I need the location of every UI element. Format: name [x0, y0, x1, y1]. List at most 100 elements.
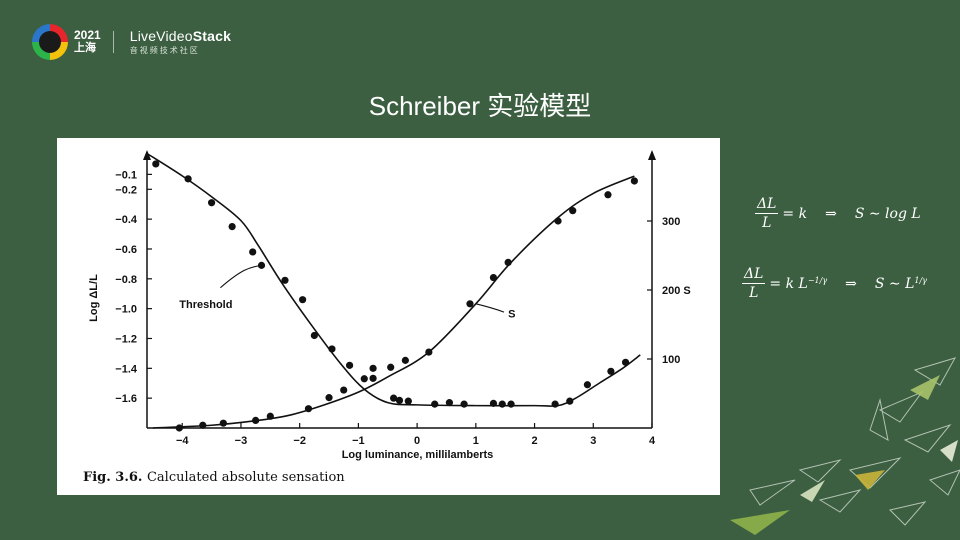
threshold-annotation-label: Threshold — [179, 299, 232, 311]
series-threshold-curve — [146, 152, 641, 407]
y-axis-left-label: Log ΔL/L — [88, 274, 100, 322]
caption-figure-number: Fig. 3.6. — [83, 470, 147, 485]
y-left-tick-label: −1.0 — [115, 304, 137, 316]
y-right-tick-label: 300 — [662, 216, 680, 228]
series-s-point — [369, 374, 377, 382]
series-s-point — [630, 177, 638, 185]
x-tick-label: 4 — [649, 435, 656, 447]
formula-power-rhs: = k L — [769, 275, 808, 292]
y-left-tick-label: −0.6 — [115, 244, 137, 256]
series-s-point — [252, 416, 260, 425]
x-tick-label: −4 — [176, 435, 189, 447]
series-s-point — [604, 191, 612, 199]
y-left-tick-label: −1.6 — [115, 393, 137, 405]
y-left-tick-label: −0.8 — [115, 274, 137, 286]
y-right-tick-label: 100 — [662, 354, 680, 366]
series-threshold-point — [360, 375, 368, 383]
x-tick-label: 3 — [590, 435, 596, 447]
s-annotation-label: S — [508, 308, 515, 320]
y-right-tick-label: 200 S — [662, 285, 691, 297]
threshold-annotation-leader — [220, 264, 262, 289]
decorative-triangles — [730, 357, 960, 535]
x-tick-label: 0 — [414, 435, 420, 447]
figure-caption: Fig. 3.6. Calculated absolute sensation — [83, 470, 345, 485]
series-s-point — [266, 412, 274, 420]
series-threshold-point — [184, 175, 192, 183]
formula-power: ΔL L = k L −1/γ ⇒ S ∼ L 1/γ — [742, 266, 927, 301]
conference-year: 2021 — [74, 28, 101, 42]
series-threshold-point — [345, 361, 354, 369]
series-s-point — [304, 405, 313, 413]
series-s-point — [387, 363, 395, 371]
slide-title: Schreiber 实验模型 — [368, 91, 592, 121]
x-tick-label: −2 — [293, 435, 306, 447]
conference-label: 2021 上海 — [74, 29, 101, 55]
y-left-tick-label: −0.1 — [115, 169, 137, 181]
series-threshold-point — [498, 400, 506, 408]
chart: −4 −3 −2 −1 0 1 2 3 4 −0.1 −0.2 −0.4 −0.6 −0.8 −1.0 −1.… — [83, 150, 691, 485]
x-tick-label: 2 — [531, 435, 537, 447]
formula-power-result: S ∼ L — [874, 275, 915, 292]
series-threshold-point — [228, 222, 236, 231]
series-threshold-point — [445, 399, 454, 407]
series-s-point — [489, 273, 498, 282]
series-threshold-point — [281, 276, 289, 284]
series-s-point — [425, 348, 433, 356]
series-threshold-point — [310, 331, 318, 340]
x-tick-label: −1 — [352, 435, 365, 447]
formula-power-fraction: ΔL L — [742, 266, 766, 301]
figure: −4 −3 −2 −1 0 1 2 3 4 −0.1 −0.2 −0.4 −0.6 −0.8 −1.0 −1.… — [57, 138, 720, 495]
series-threshold-point — [404, 397, 412, 405]
conference-logo — [32, 24, 68, 60]
series-threshold-point — [460, 400, 468, 408]
formula-power-denominator: L — [749, 285, 759, 301]
series-threshold-point — [152, 160, 160, 168]
series-threshold-point — [621, 358, 630, 366]
formula-log-denominator: L — [762, 215, 772, 231]
series-s-point — [340, 386, 348, 394]
header-divider — [112, 31, 114, 53]
series-threshold-point — [395, 396, 404, 404]
series-threshold-point — [257, 261, 266, 269]
series-threshold-point — [583, 381, 592, 389]
formula-log-fraction: ΔL L — [755, 196, 779, 231]
formula-log-implies: ⇒ — [825, 205, 837, 222]
brand-logo: LiveVideoStack 音视频技术社区 — [130, 28, 231, 56]
series-threshold-point — [607, 367, 615, 375]
caption-text: Calculated absolute sensation — [147, 470, 345, 485]
y-axis-right-arrow — [648, 150, 656, 160]
series-threshold-point — [507, 400, 515, 408]
series-s-point — [199, 421, 207, 429]
series-threshold-point — [566, 397, 574, 405]
series-s-point — [554, 217, 562, 225]
series-s-point — [325, 394, 333, 402]
y-left-tick-label: −1.2 — [115, 333, 137, 345]
formula-log-result: S ∼ log L — [854, 205, 921, 222]
y-axis-left-arrow — [143, 150, 151, 160]
x-axis-label: Log luminance, millilamberts — [342, 449, 494, 461]
series-s-point — [466, 300, 474, 308]
series-threshold-point — [489, 399, 498, 407]
formula-power-result-exponent: 1/γ — [914, 276, 927, 285]
formula-log-numerator: ΔL — [755, 196, 779, 214]
y-left-tick-label: −0.2 — [115, 184, 137, 196]
formula-power-numerator: ΔL — [742, 266, 766, 284]
conference-city: 上海 — [74, 42, 96, 54]
header: 2021 上海 LiveVideoStack 音视频技术社区 — [32, 24, 231, 60]
series-threshold-point — [390, 394, 398, 402]
series-threshold-point — [207, 199, 216, 207]
series-s-point — [569, 207, 577, 215]
series-s-point — [219, 419, 227, 427]
series-threshold-point — [551, 400, 559, 408]
series-threshold-point — [328, 345, 336, 353]
series-s-point — [401, 356, 409, 364]
series-threshold-point — [249, 248, 257, 256]
brand-name-post: Stack — [192, 28, 232, 44]
brand-name-pre: LiveVideo — [129, 28, 193, 44]
y-left-tick-label: −0.4 — [115, 214, 138, 226]
x-tick-label: 1 — [473, 435, 479, 447]
series-threshold-point — [431, 400, 439, 408]
formula-log: ΔL L = k ⇒ S ∼ log L — [755, 196, 921, 231]
y-left-tick-label: −1.4 — [115, 363, 138, 375]
series-s-point — [504, 258, 512, 266]
